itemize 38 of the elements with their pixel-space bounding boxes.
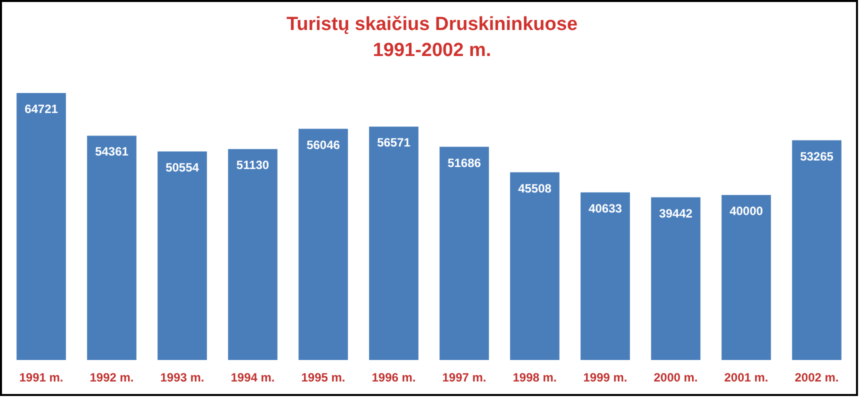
bar (510, 172, 560, 360)
data-label: 50554 (166, 160, 200, 174)
x-tick-label: 1992 m. (90, 370, 134, 385)
data-label: 39442 (659, 206, 693, 220)
data-label: 56571 (377, 136, 411, 150)
chart-title: Turistų skaičius Druskininkuose (286, 14, 578, 35)
x-tick-label: 2000 m. (654, 370, 698, 385)
bar (298, 128, 348, 360)
data-label: 40000 (730, 204, 764, 218)
bar (440, 146, 489, 360)
x-tick-label: 1995 m. (301, 370, 346, 385)
x-tick-label: 1998 m. (512, 370, 557, 385)
x-tick-label: 1994 m. (230, 370, 275, 385)
bar (369, 126, 418, 360)
x-tick-label: 1991 m. (19, 370, 64, 385)
data-label: 54361 (95, 144, 129, 159)
data-label: 64721 (24, 102, 58, 116)
bar (722, 194, 771, 360)
x-tick-label: 1993 m. (160, 370, 204, 385)
data-label: 40633 (588, 201, 622, 216)
bar (158, 151, 207, 360)
data-label: 51686 (448, 156, 482, 170)
bar (87, 136, 136, 360)
data-label: 53265 (800, 149, 834, 164)
bar (580, 192, 630, 360)
x-tick-label: 1997 m. (442, 370, 486, 385)
x-tick-label: 1999 m. (583, 370, 628, 385)
data-label: 56046 (306, 138, 340, 152)
x-tick-label: 2002 m. (794, 370, 839, 385)
bar (16, 93, 66, 360)
bar (651, 197, 700, 360)
chart-subtitle: 1991-2002 m. (372, 40, 492, 61)
x-tick-label: 2001 m. (724, 370, 768, 385)
x-tick-label: 1996 m. (372, 370, 416, 385)
bar (792, 140, 842, 360)
data-label: 45508 (518, 181, 552, 196)
bar (228, 149, 278, 360)
data-label: 51130 (236, 158, 270, 172)
